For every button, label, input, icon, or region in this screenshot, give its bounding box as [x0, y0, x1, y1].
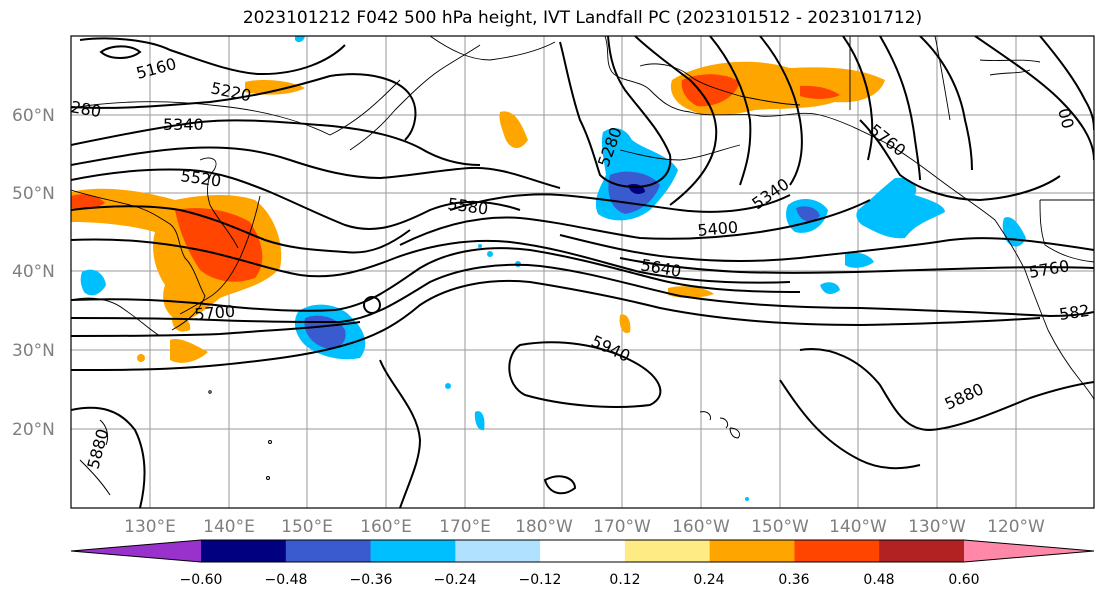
height-contours — [71, 36, 1094, 508]
contour-label: 5400 — [697, 218, 739, 240]
colorbar-tick: −0.48 — [265, 572, 308, 588]
colorbar-outline — [70, 539, 1095, 563]
contour-label: 5700 — [194, 302, 236, 324]
lat-label: 30°N — [12, 341, 55, 361]
lon-label: 130°W — [908, 517, 966, 537]
colorbar-segment — [879, 540, 965, 562]
colorbar-tick: 0.24 — [693, 572, 724, 588]
colorbar-extend-high — [964, 540, 1094, 562]
lon-label: 120°W — [987, 517, 1045, 537]
latitude-labels: 60°N 50°N 40°N 30°N 20°N — [12, 106, 55, 440]
ivt-positive-anomalies — [71, 61, 885, 363]
colorbar-segment — [540, 540, 626, 562]
contour-label: 582 — [1058, 301, 1091, 324]
longitude-labels: 130°E 140°E 150°E 160°E 170°E 180°W 170°… — [124, 517, 1045, 537]
lon-label: 160°E — [360, 517, 412, 537]
colorbar-tick: −0.60 — [180, 572, 223, 588]
lon-label: 180°W — [515, 517, 573, 537]
ivt-negative-anomalies — [80, 36, 1026, 501]
colorbar-segment — [455, 540, 541, 562]
colorbar-tick: 0.12 — [609, 572, 640, 588]
map-title: 2023101212 F042 500 hPa height, IVT Land… — [242, 8, 923, 28]
colorbar-segment — [201, 540, 287, 562]
colorbar-tick: 0.48 — [863, 572, 894, 588]
colorbar-extend-low — [71, 540, 201, 562]
colorbar-tick: −0.36 — [350, 572, 393, 588]
colorbar-tick: 0.60 — [948, 572, 979, 588]
lon-label: 150°E — [281, 517, 333, 537]
lat-label: 20°N — [12, 420, 55, 440]
islands — [79, 390, 741, 496]
colorbar-segment — [285, 540, 372, 562]
lon-label: 170°E — [439, 517, 491, 537]
lon-label: 170°W — [593, 517, 651, 537]
colorbar: −0.60 −0.48 −0.36 −0.24 −0.12 0.12 0.24 … — [70, 539, 1095, 588]
colorbar-tick: −0.24 — [434, 572, 477, 588]
colorbar-tick: −0.12 — [519, 572, 562, 588]
lon-label: 160°W — [672, 517, 730, 537]
lon-label: 130°E — [124, 517, 176, 537]
colorbar-segment — [794, 540, 880, 562]
contour-label: 00 — [1054, 106, 1078, 131]
colorbar-segment — [370, 540, 456, 562]
lat-label: 50°N — [12, 184, 55, 204]
lon-label: 140°E — [203, 517, 255, 537]
lat-label: 60°N — [12, 106, 55, 126]
lat-label: 40°N — [12, 262, 55, 282]
colorbar-segments — [71, 540, 1094, 562]
contour-label: 5340 — [163, 115, 204, 134]
colorbar-tick-labels: −0.60 −0.48 −0.36 −0.24 −0.12 0.12 0.24 … — [180, 572, 980, 588]
lon-label: 150°W — [751, 517, 809, 537]
lon-label: 140°W — [829, 517, 887, 537]
colorbar-segment — [624, 540, 711, 562]
map-border — [70, 35, 1095, 509]
colorbar-tick: 0.36 — [778, 572, 809, 588]
colorbar-segment — [709, 540, 795, 562]
